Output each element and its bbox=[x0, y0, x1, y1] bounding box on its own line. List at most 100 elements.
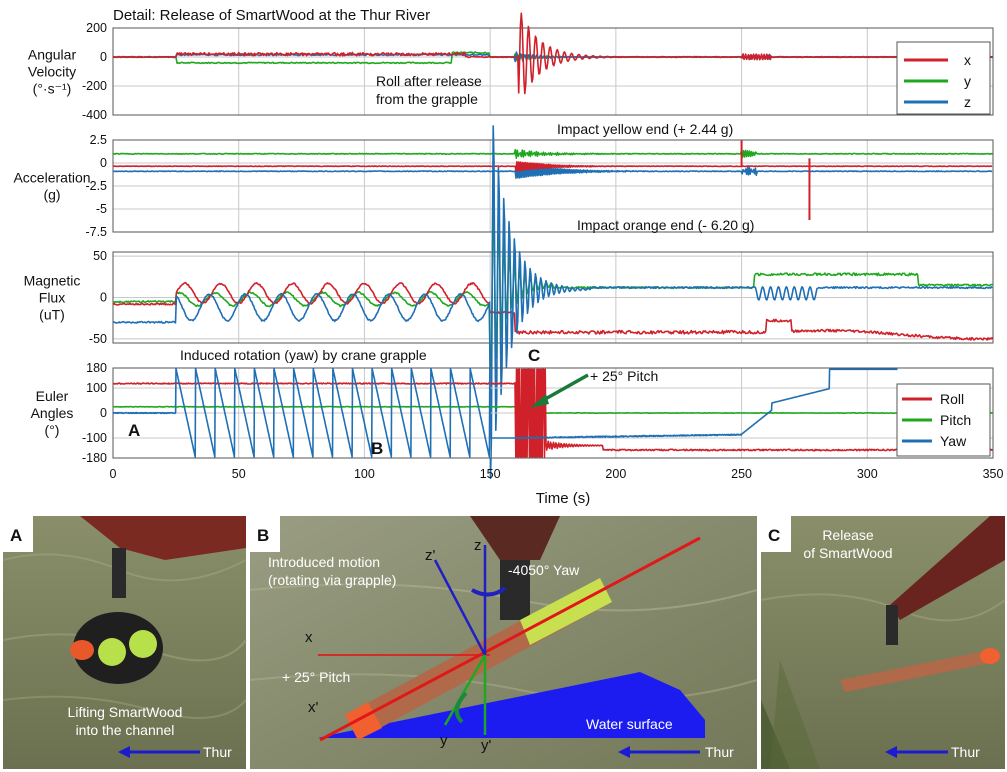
y-tick-label: 180 bbox=[86, 361, 107, 375]
y-tick-label: 100 bbox=[86, 381, 107, 395]
y-tick-label: 0 bbox=[100, 291, 107, 305]
x-tick-label: 200 bbox=[605, 467, 626, 481]
y-tick-label: -50 bbox=[89, 332, 107, 346]
y-tick-label: 50 bbox=[93, 249, 107, 263]
y-tick-label: 0 bbox=[100, 156, 107, 170]
y-tick-label: -200 bbox=[82, 79, 107, 93]
y-tick-label: 0 bbox=[100, 50, 107, 64]
y-tick-label: -5 bbox=[96, 202, 107, 216]
y-axis-label: (°) bbox=[45, 422, 60, 438]
y-axis-label: Flux bbox=[39, 290, 65, 306]
y-tick-label: 200 bbox=[86, 21, 107, 35]
photo-a-caption-line1: Lifting SmartWood bbox=[68, 704, 183, 720]
photo-b: x x' z' z y y' B Introduced motion (rota… bbox=[249, 516, 758, 769]
photo-a-caption-line2: into the channel bbox=[76, 722, 175, 738]
axis-z-label: z bbox=[474, 537, 482, 554]
grapple-a bbox=[112, 548, 126, 598]
legend-label-yaw: Yaw bbox=[940, 433, 967, 449]
pitch-arrow-head bbox=[530, 394, 549, 408]
y-tick-label: 2.5 bbox=[90, 133, 107, 147]
y-axis-label: Euler bbox=[36, 388, 69, 404]
y-axis-label: Angles bbox=[31, 405, 74, 421]
series-z-line bbox=[112, 163, 993, 179]
marker-b: B bbox=[371, 439, 383, 458]
legend-label-roll: Roll bbox=[940, 391, 964, 407]
photo-b-river: Thur bbox=[705, 744, 734, 760]
acceleration-panel: 2.5 0 -2.5 -5 -7.5 Acceleration(g) bbox=[13, 133, 994, 239]
plot-frame bbox=[112, 139, 994, 233]
impact-yellow-annotation: Impact yellow end (+ 2.44 g) bbox=[557, 121, 733, 137]
figure-title: Detail: Release of SmartWood at the Thur… bbox=[113, 7, 430, 24]
x-tick-label: 350 bbox=[983, 467, 1004, 481]
river-arrow-c bbox=[885, 746, 897, 758]
motion-label-line2: (rotating via grapple) bbox=[268, 572, 396, 588]
crane-arm-b bbox=[470, 516, 560, 560]
y-axis-label: (g) bbox=[43, 187, 60, 203]
series-roll-line bbox=[112, 368, 994, 458]
photo-b-letter-box bbox=[250, 516, 280, 552]
axis-y-prime-label: y' bbox=[481, 737, 492, 754]
axis-x-prime-label: x' bbox=[308, 699, 319, 716]
plot-frame bbox=[112, 251, 994, 344]
y-axis-label: Acceleration bbox=[13, 170, 90, 186]
x-axis-label: Time (s) bbox=[536, 490, 590, 507]
water-surface-label: Water surface bbox=[586, 716, 673, 732]
x-tick-label: 300 bbox=[857, 467, 878, 481]
legend-label-z: z bbox=[964, 94, 971, 110]
river-arrow-b bbox=[618, 746, 630, 758]
photo-c-letter: C bbox=[768, 526, 780, 545]
series-yaw-line bbox=[112, 367, 898, 458]
grapple-c bbox=[886, 605, 898, 645]
y-tick-label: -2.5 bbox=[85, 179, 107, 193]
yaw-rotation-arrow bbox=[471, 586, 507, 597]
axis-x-label: x bbox=[305, 629, 313, 646]
plot-frame bbox=[112, 27, 994, 116]
y-tick-label: -7.5 bbox=[85, 225, 107, 239]
photo-c-caption-line2: of SmartWood bbox=[803, 545, 892, 561]
legend-label-y: y bbox=[964, 73, 971, 89]
pitch-arrow bbox=[539, 373, 589, 404]
series-x-line bbox=[112, 161, 993, 172]
x-tick-label: 0 bbox=[110, 467, 117, 481]
x-tick-label: 100 bbox=[354, 467, 375, 481]
axis-y-label: y bbox=[440, 732, 448, 749]
series-pitch-line bbox=[112, 405, 994, 414]
x-tick-label: 250 bbox=[731, 467, 752, 481]
y-axis-label: (uT) bbox=[39, 307, 65, 323]
induced-rotation-annotation: Induced rotation (yaw) by crane grapple bbox=[180, 347, 427, 363]
y-axis-label: (°·s⁻¹) bbox=[33, 81, 72, 97]
roll-axis-line bbox=[319, 536, 701, 742]
series-x-line bbox=[112, 12, 993, 95]
motion-label-line1: Introduced motion bbox=[268, 554, 380, 570]
photo-a-letter-box bbox=[3, 516, 33, 552]
photo-c-river: Thur bbox=[951, 744, 980, 760]
y-tick-label: -100 bbox=[82, 431, 107, 445]
marker-a: A bbox=[128, 421, 140, 440]
crane-arm-c bbox=[890, 516, 1005, 620]
y-axis-label: Angular bbox=[28, 47, 77, 63]
roll-annotation-line1: Roll after release bbox=[376, 73, 482, 89]
series-z-line bbox=[112, 125, 993, 480]
pitch-label: + 25° Pitch bbox=[282, 669, 350, 685]
y-axis-label: Velocity bbox=[28, 64, 76, 80]
pitch-rotation-arrow bbox=[454, 691, 468, 724]
photo-c-letter-box bbox=[761, 516, 791, 552]
smartwood-c bbox=[840, 650, 995, 692]
roll-annotation-line2: from the grapple bbox=[376, 91, 478, 107]
legend-angular: xyz bbox=[896, 41, 991, 115]
legend-label-pitch: Pitch bbox=[940, 412, 971, 428]
yaw-label: -4050° Yaw bbox=[508, 562, 580, 578]
series-y-line bbox=[112, 148, 994, 159]
crane-arm-a bbox=[80, 516, 246, 560]
photo-c: C Release of SmartWood Thur bbox=[760, 516, 1006, 769]
photo-a-river: Thur bbox=[203, 744, 232, 760]
y-tick-label: 0 bbox=[100, 406, 107, 420]
pitch-annotation: + 25° Pitch bbox=[590, 368, 658, 384]
water-surface-plane bbox=[318, 672, 705, 738]
photo-c-caption-line1: Release bbox=[822, 527, 874, 543]
photo-a: A Lifting SmartWood into the channel Thu… bbox=[2, 516, 247, 769]
y-tick-label: -400 bbox=[82, 108, 107, 122]
legend-label-x: x bbox=[964, 52, 971, 68]
